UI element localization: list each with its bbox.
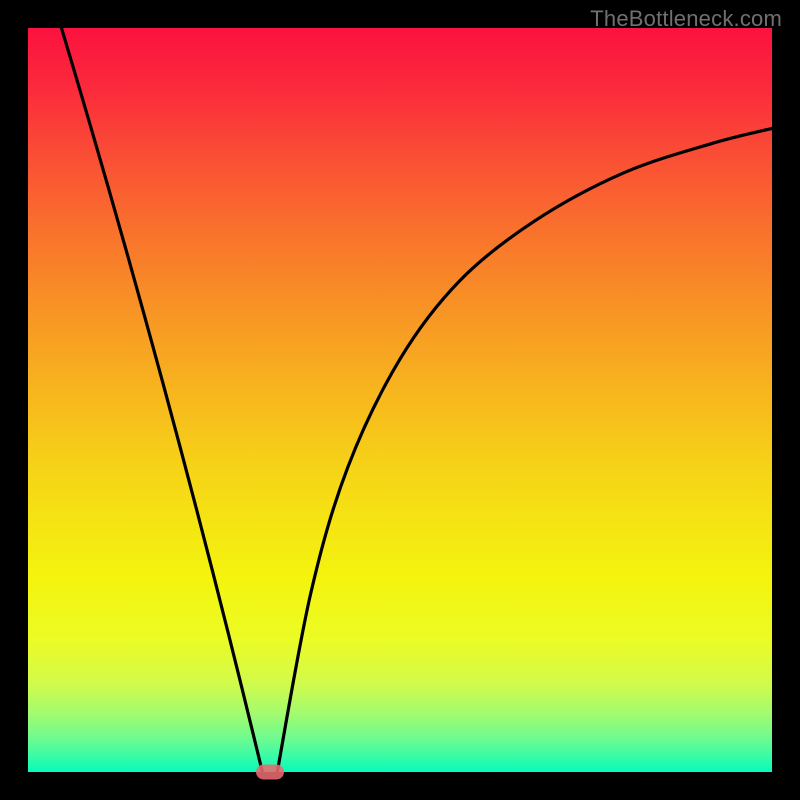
watermark-text: TheBottleneck.com: [590, 6, 782, 32]
v-curve: [28, 28, 772, 772]
plot-area: [28, 28, 772, 772]
minimum-marker: [256, 765, 284, 780]
